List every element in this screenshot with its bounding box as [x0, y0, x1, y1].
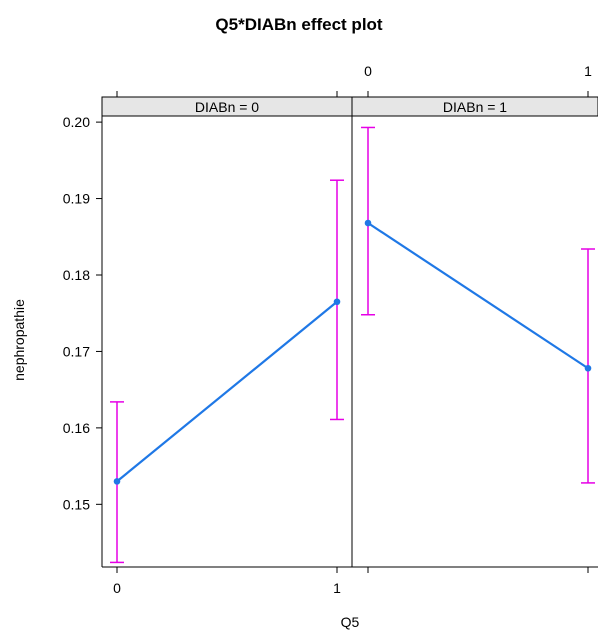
x-tick-label-bottom: 1 [333, 580, 341, 596]
x-tick-label-top: 0 [364, 63, 372, 79]
y-tick-label: 0.20 [63, 114, 90, 130]
plot-area: DIABn = 0 DIABn = 1 0.15 0.16 0.17 0.18 0.19 0.… [63, 63, 598, 596]
x-axis-label: Q5 [341, 614, 360, 630]
x-tick-label-top: 1 [584, 63, 592, 79]
y-tick-label: 0.19 [63, 191, 90, 207]
x-tick-label-bottom: 0 [113, 580, 121, 596]
data-point [584, 364, 592, 372]
series-line [367, 222, 589, 370]
y-tick-label: 0.17 [63, 343, 90, 359]
panel-strip-label: DIABn = 0 [195, 99, 259, 115]
series-line [116, 300, 338, 483]
data-point [113, 478, 121, 485]
panel-strip-label: DIABn = 1 [443, 99, 507, 115]
y-axis-label: nephropathie [11, 299, 27, 381]
data-point [333, 298, 341, 306]
y-tick-label: 0.18 [63, 267, 90, 283]
data-point [364, 219, 372, 227]
chart-title: Q5*DIABn effect plot [215, 15, 383, 34]
y-tick-label: 0.15 [63, 496, 90, 512]
y-tick-label: 0.16 [63, 420, 90, 436]
